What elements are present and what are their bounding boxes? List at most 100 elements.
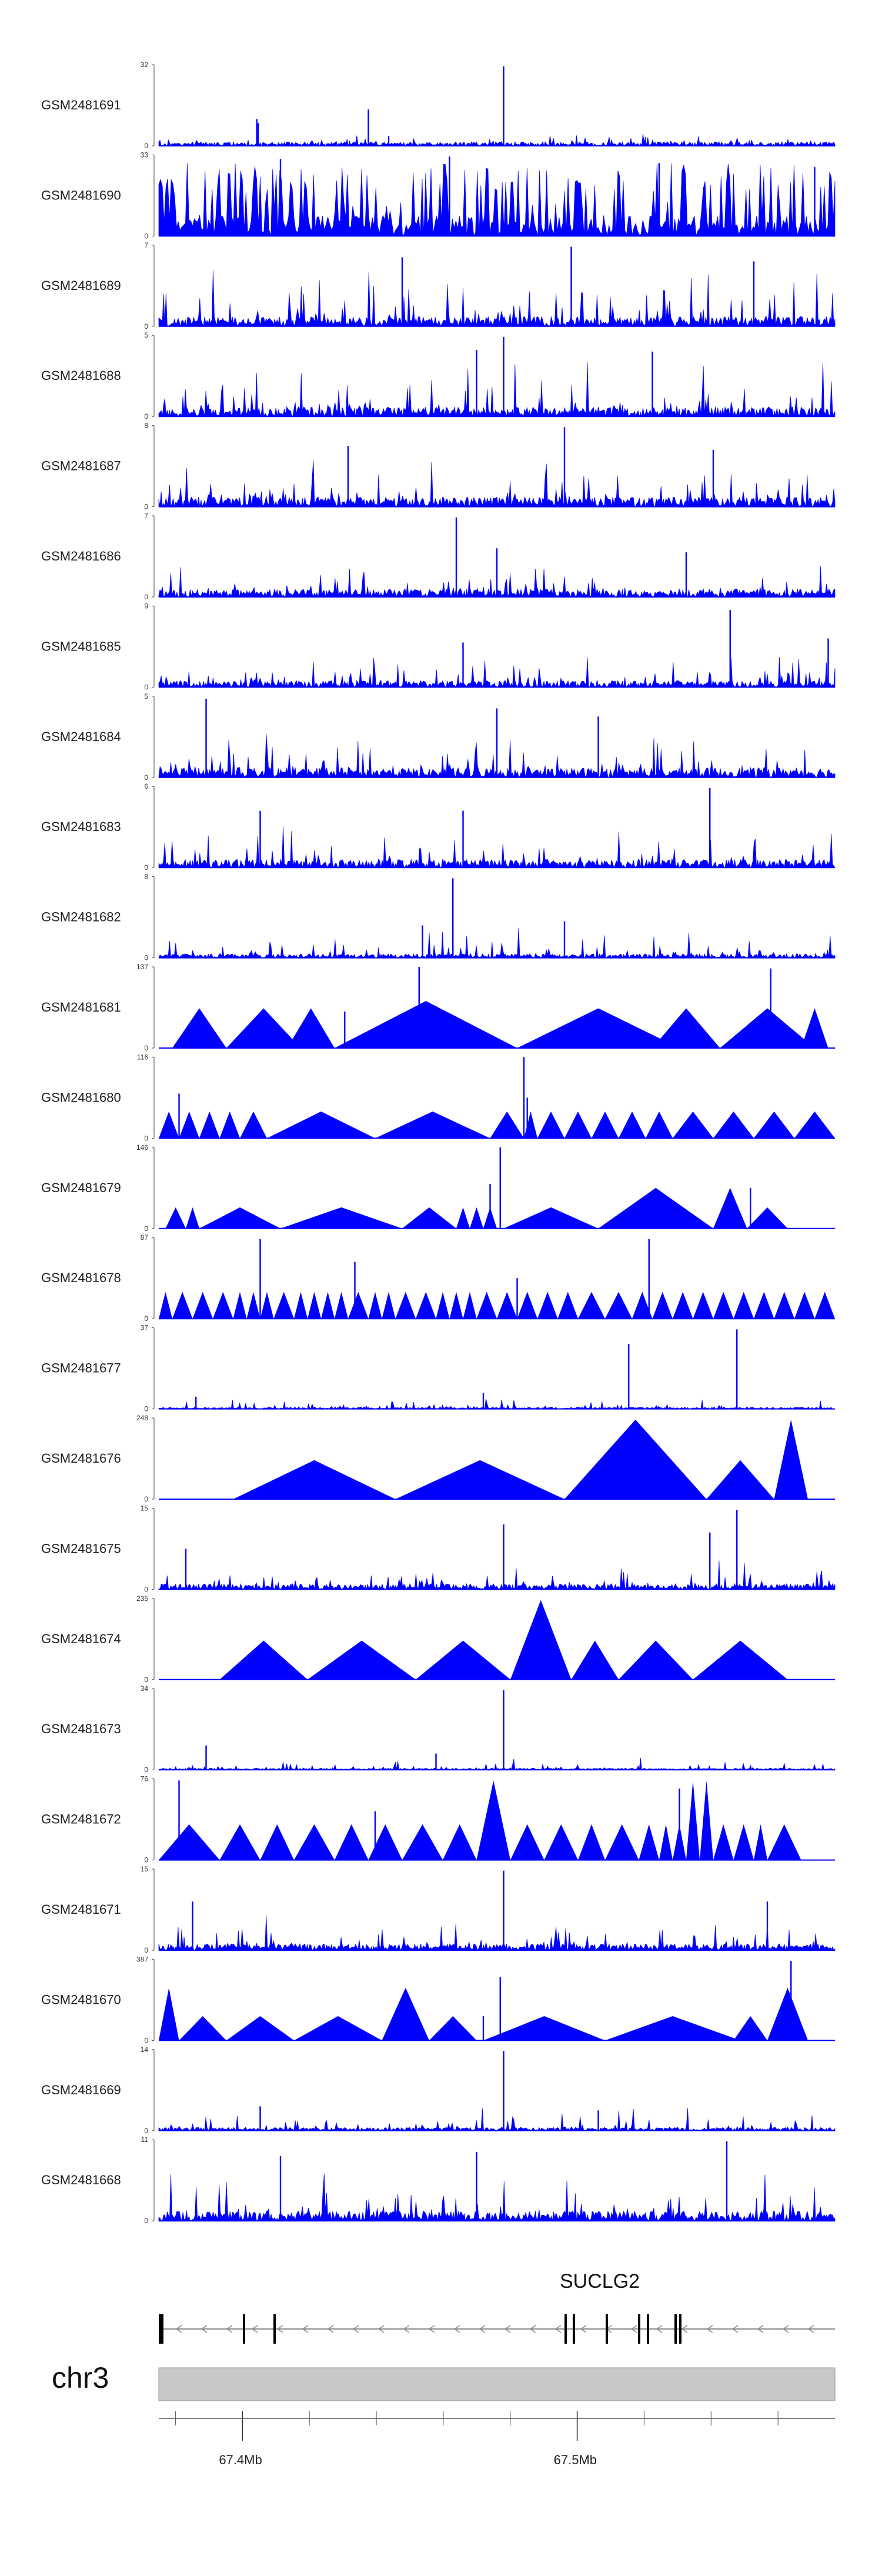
coverage-peak [159, 1824, 220, 1860]
coverage-peak [578, 1824, 605, 1860]
gene-exon [573, 2314, 575, 2344]
coverage-peak [713, 1824, 734, 1860]
track-ymax-label: 116 [137, 1053, 148, 1061]
coverage-peak [605, 1292, 632, 1319]
coverage-peak [517, 1292, 537, 1319]
coverage-peak [368, 1824, 402, 1860]
strand-arrow [251, 2325, 258, 2333]
coverage-peak [673, 1292, 693, 1319]
coverage-peak [395, 1292, 416, 1319]
track-ymin-label: 0 [144, 1224, 148, 1233]
coverage-peak [673, 1111, 713, 1139]
coverage-area [158, 163, 836, 237]
chromosome-ideogram-track: chr3 [52, 2361, 836, 2401]
track-ymax-label: 248 [136, 1414, 148, 1422]
track-ymax-label: 15 [141, 1865, 149, 1873]
coverage-area [158, 270, 836, 327]
track-ymax-label: 6 [144, 782, 148, 790]
gene-model-track: SUCLG2 [159, 2270, 835, 2344]
coverage-peak [652, 1292, 673, 1319]
coverage-peak [233, 1460, 396, 1499]
coverage-area [158, 2173, 836, 2222]
coverage-peak [557, 1292, 578, 1319]
track-ymin-label: 0 [144, 1134, 148, 1142]
track-label: GSM2481674 [41, 1631, 121, 1646]
gene-exon [647, 2314, 649, 2344]
track-gsm2481668: GSM2481668 11 0 [41, 2135, 836, 2225]
strand-arrow [453, 2325, 460, 2333]
coverage-peak [219, 1640, 308, 1680]
strand-arrow [706, 2325, 713, 2333]
coverage-area [158, 1399, 836, 1410]
coverage-peak [470, 1207, 483, 1229]
strand-arrow [807, 2325, 814, 2333]
coverage-peak [767, 1987, 808, 2041]
coverage-peak [733, 1824, 754, 1860]
coverage-peak [416, 1292, 436, 1319]
track-label: GSM2481672 [41, 1812, 121, 1827]
strand-arrow [479, 2325, 486, 2333]
track-ymax-label: 14 [141, 2046, 149, 2054]
coverage-peak [294, 2016, 382, 2041]
coverage-area [158, 1560, 836, 1590]
gene-exon [273, 2314, 276, 2344]
coverage-area [158, 1757, 836, 1770]
coverage-area [158, 2108, 836, 2131]
track-ymin-label: 0 [144, 683, 148, 691]
coverage-peak [308, 1640, 416, 1680]
coverage-peak [287, 1008, 335, 1048]
track-ymax-label: 37 [141, 1324, 149, 1332]
track-ymax-label: 33 [141, 151, 149, 159]
coverage-peak [449, 1292, 463, 1319]
track-label: GSM2481675 [41, 1541, 121, 1556]
coverage-peak [510, 1824, 544, 1860]
coverage-peak [598, 1187, 713, 1229]
coverage-peak [348, 1292, 369, 1319]
coverage-peak [524, 1111, 537, 1139]
strand-arrow [327, 2325, 334, 2333]
coverage-peak [646, 1111, 673, 1139]
track-ymax-label: 5 [144, 331, 148, 339]
track-ymax-label: 387 [136, 1955, 148, 1963]
coverage-peak [395, 1460, 564, 1499]
coverage-peak [476, 1780, 510, 1860]
coverage-peak [294, 1292, 308, 1319]
coverage-peak [368, 1292, 382, 1319]
coverage-peak [767, 1824, 801, 1860]
coverage-peak [219, 1824, 260, 1860]
coverage-peak [436, 1292, 450, 1319]
coverage-peak [402, 1824, 443, 1860]
coverage-peak [517, 1008, 680, 1048]
track-ymin-label: 0 [144, 503, 148, 511]
coverage-peak [619, 1640, 693, 1680]
coverage-peak [456, 1207, 470, 1229]
coverage-peak [308, 1292, 321, 1319]
track-label: GSM2481678 [41, 1270, 121, 1285]
track-gsm2481683: GSM2481683 6 0 [41, 782, 836, 872]
coverage-area [158, 134, 836, 147]
coverage-peak [659, 1824, 673, 1860]
coverage-peak [693, 1292, 713, 1319]
coverage-area [158, 460, 836, 508]
track-ymin-label: 0 [144, 232, 148, 240]
coverage-peak [416, 1640, 510, 1680]
coverage-area [158, 362, 836, 418]
coverage-peak [382, 1987, 429, 2041]
coverage-peak [754, 1111, 794, 1139]
track-ymin-label: 0 [144, 1585, 148, 1593]
coverage-peak [179, 2016, 226, 2041]
coverage-peak [219, 1111, 240, 1139]
track-ymax-label: 235 [136, 1594, 148, 1603]
coverage-peak [213, 1292, 233, 1319]
gene-exon [564, 2314, 567, 2344]
coverage-peak [713, 1187, 747, 1229]
coverage-peak [592, 1111, 619, 1139]
coverage-peak [273, 1292, 294, 1319]
coverage-peak [335, 1292, 348, 1319]
track-label: GSM2481671 [41, 1902, 121, 1917]
coverage-peak [159, 1111, 179, 1139]
coverage-peak [294, 1824, 335, 1860]
strand-arrow [554, 2325, 562, 2333]
coverage-peak [260, 1824, 294, 1860]
